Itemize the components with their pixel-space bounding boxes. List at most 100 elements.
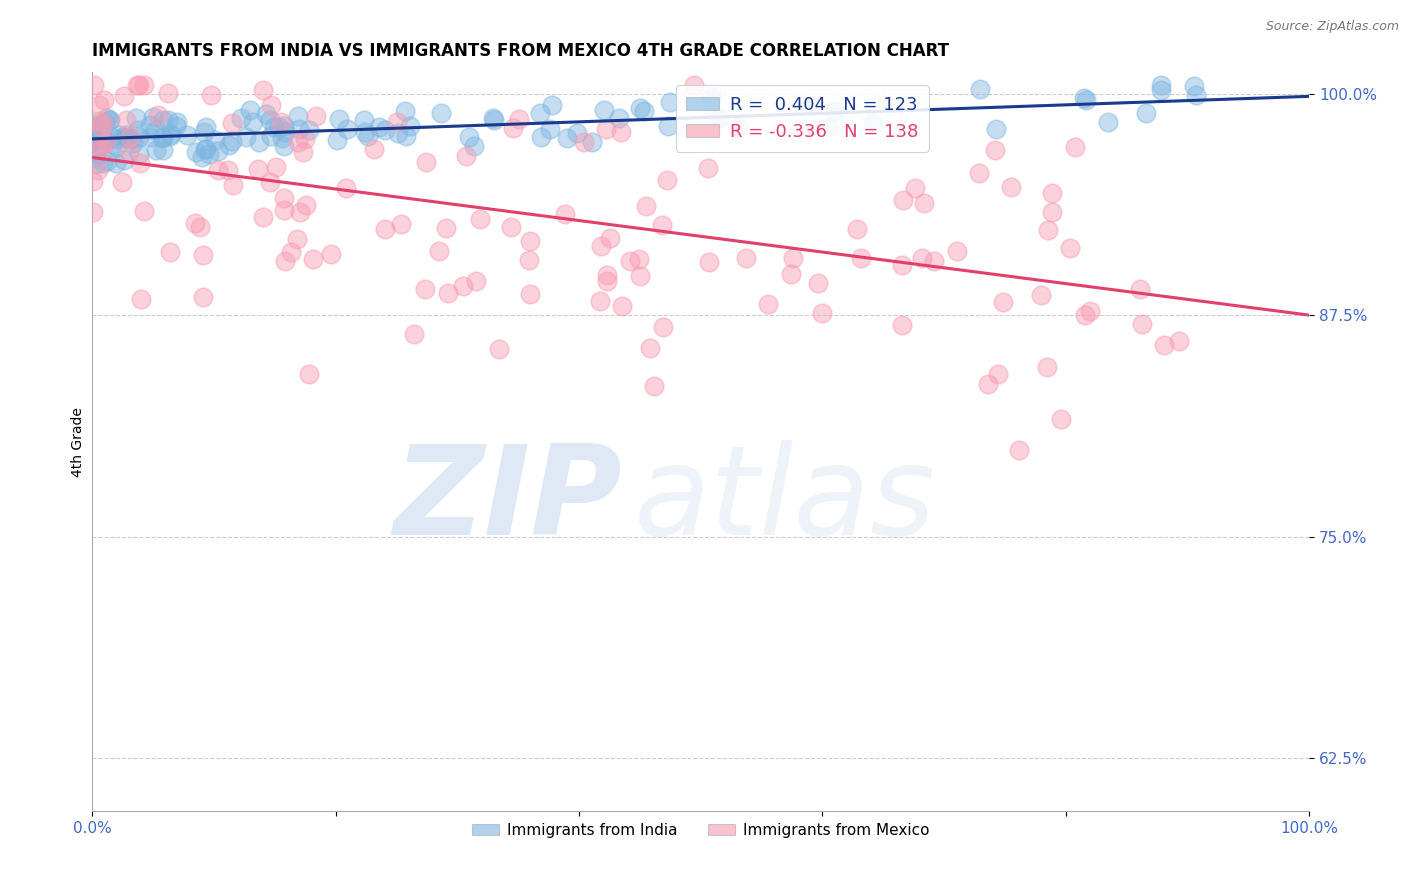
Text: ZIP: ZIP — [392, 441, 621, 561]
Text: Source: ZipAtlas.com: Source: ZipAtlas.com — [1265, 20, 1399, 33]
Point — [652, 320, 675, 334]
Point — [1185, 87, 1208, 102]
Point — [1182, 79, 1205, 94]
Point — [891, 258, 914, 272]
Point — [298, 367, 321, 381]
Point — [1036, 223, 1059, 237]
Point — [274, 125, 297, 139]
Point — [363, 142, 385, 156]
Point — [166, 115, 188, 129]
Point — [274, 253, 297, 268]
Point — [294, 131, 316, 145]
Point — [194, 120, 217, 135]
Point — [157, 86, 180, 100]
Point — [260, 98, 283, 112]
Point — [1135, 105, 1157, 120]
Point — [735, 251, 758, 265]
Point — [142, 111, 165, 125]
Point — [911, 251, 934, 265]
Point — [218, 137, 240, 152]
Point — [82, 151, 104, 165]
Point — [374, 123, 396, 137]
Point — [986, 121, 1008, 136]
Point — [541, 97, 564, 112]
Point — [193, 125, 215, 139]
Point — [134, 204, 156, 219]
Point — [811, 306, 834, 320]
Point — [252, 210, 274, 224]
Point — [367, 120, 389, 135]
Point — [217, 162, 239, 177]
Point — [659, 95, 682, 109]
Point — [242, 115, 264, 129]
Point — [1150, 78, 1173, 92]
Point — [538, 121, 561, 136]
Point — [159, 244, 181, 259]
Point — [194, 142, 217, 156]
Point — [389, 217, 412, 231]
Point — [987, 367, 1010, 381]
Point — [1078, 304, 1101, 318]
Point — [269, 120, 291, 135]
Point — [451, 278, 474, 293]
Point — [912, 195, 935, 210]
Point — [1150, 83, 1173, 97]
Point — [221, 134, 243, 148]
Point — [463, 139, 485, 153]
Point — [374, 222, 396, 236]
Point — [176, 128, 198, 142]
Point — [633, 104, 655, 119]
Point — [145, 144, 167, 158]
Point — [288, 204, 311, 219]
Point — [122, 136, 145, 151]
Point — [1036, 360, 1059, 375]
Point — [97, 113, 120, 128]
Point — [1059, 241, 1081, 255]
Point — [638, 341, 661, 355]
Text: IMMIGRANTS FROM INDIA VS IMMIGRANTS FROM MEXICO 4TH GRADE CORRELATION CHART: IMMIGRANTS FROM INDIA VS IMMIGRANTS FROM… — [93, 42, 949, 60]
Point — [502, 121, 524, 136]
Point — [93, 116, 115, 130]
Point — [139, 118, 162, 132]
Point — [319, 246, 342, 260]
Point — [152, 131, 174, 145]
Point — [468, 211, 491, 226]
Point — [437, 285, 460, 300]
Point — [727, 120, 749, 134]
Point — [517, 252, 540, 267]
Point — [132, 78, 155, 92]
Point — [554, 206, 576, 220]
Point — [96, 154, 118, 169]
Point — [325, 133, 347, 147]
Point — [89, 137, 111, 152]
Point — [87, 163, 110, 178]
Point — [1064, 140, 1087, 154]
Point — [851, 251, 873, 265]
Point — [572, 135, 595, 149]
Point — [207, 162, 229, 177]
Point — [188, 219, 211, 234]
Point — [519, 234, 541, 248]
Point — [628, 252, 651, 266]
Point — [430, 105, 453, 120]
Point — [287, 109, 309, 123]
Point — [152, 130, 174, 145]
Point — [184, 216, 207, 230]
Point — [529, 105, 551, 120]
Point — [702, 90, 724, 104]
Point — [846, 222, 869, 236]
Point — [101, 130, 124, 145]
Point — [207, 145, 229, 159]
Point — [115, 113, 138, 128]
Point — [84, 146, 107, 161]
Point — [588, 294, 610, 309]
Point — [159, 128, 181, 143]
Point — [807, 276, 830, 290]
Point — [434, 221, 457, 235]
Point — [634, 199, 657, 213]
Point — [628, 268, 651, 283]
Point — [104, 156, 127, 170]
Point — [657, 173, 679, 187]
Point — [499, 219, 522, 234]
Point — [657, 120, 679, 134]
